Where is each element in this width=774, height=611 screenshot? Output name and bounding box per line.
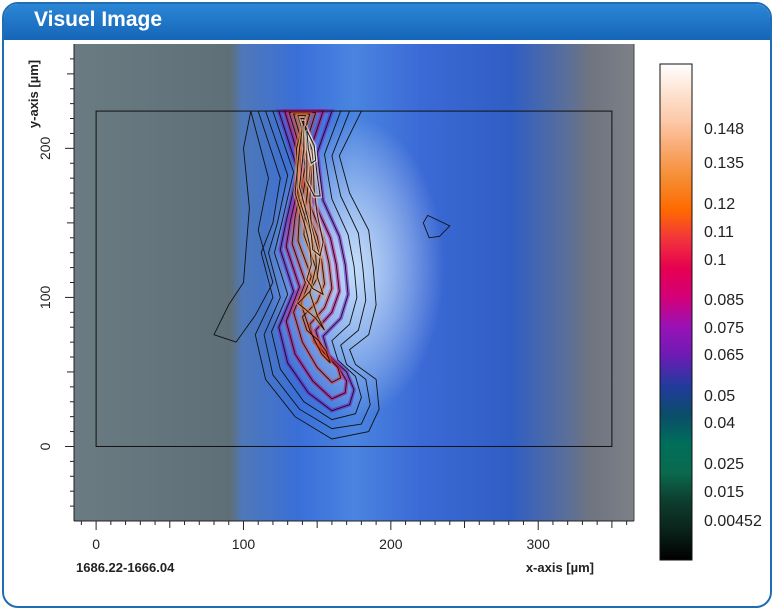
colorbar-label: 0.12 [704,196,735,213]
x-tick-label: 200 [379,536,403,552]
colorbar-label: 0.025 [704,456,744,473]
contour-lines [213,109,451,440]
measurement-region [95,110,613,447]
contour-line [278,110,355,412]
colorbar-label: 0.11 [704,224,734,241]
x-tick-label: 300 [527,536,551,552]
title-bar: Visuel Image [4,4,770,40]
contour-line [288,112,342,383]
colorbar-label: 0.015 [704,484,744,501]
contour-line [284,110,348,400]
colorbar-label: 0.085 [704,292,744,309]
position-label: 1686.22-1666.04 [76,560,175,575]
contour-line [213,110,274,343]
colorbar-label: 0.00452 [704,513,762,530]
colorbar-label: 0.075 [704,320,744,337]
y-tick-label: 0 [37,442,53,450]
colorbar-label: 0.1 [704,252,726,269]
contour-line [294,118,324,296]
contour-line [306,130,317,165]
contour-line [422,214,451,239]
y-tick-label: 200 [37,136,53,160]
colorbar-label: 0.04 [704,415,735,432]
colorbar-label: 0.148 [704,121,744,138]
x-tick-label: 0 [92,536,100,552]
colorbar-label: 0.05 [704,388,735,405]
contour-line [271,110,362,421]
contour-line [263,110,371,430]
x-tick-label: 100 [232,536,256,552]
contour-line [299,121,324,257]
colorbar-label: 0.065 [704,347,744,364]
colorbar-label: 0.135 [704,155,744,172]
y-tick-label: 100 [37,286,53,310]
contour-line [254,110,380,440]
window-title: Visuel Image [34,8,163,31]
colorbar [659,63,693,561]
colorbar-labels: 0.148 0.135 0.12 0.11 0.1 0.085 0.075 0.065 0.05… [704,121,762,530]
y-axis-label: y-axis [µm] [26,60,41,128]
contour-chart: 0 100 200 300 0 100 200 x-axis [µm] y-axis [µm… [26,44,762,575]
axes: 0 100 200 300 0 100 200 [37,44,635,552]
x-axis-label: x-axis [µm] [526,560,594,575]
